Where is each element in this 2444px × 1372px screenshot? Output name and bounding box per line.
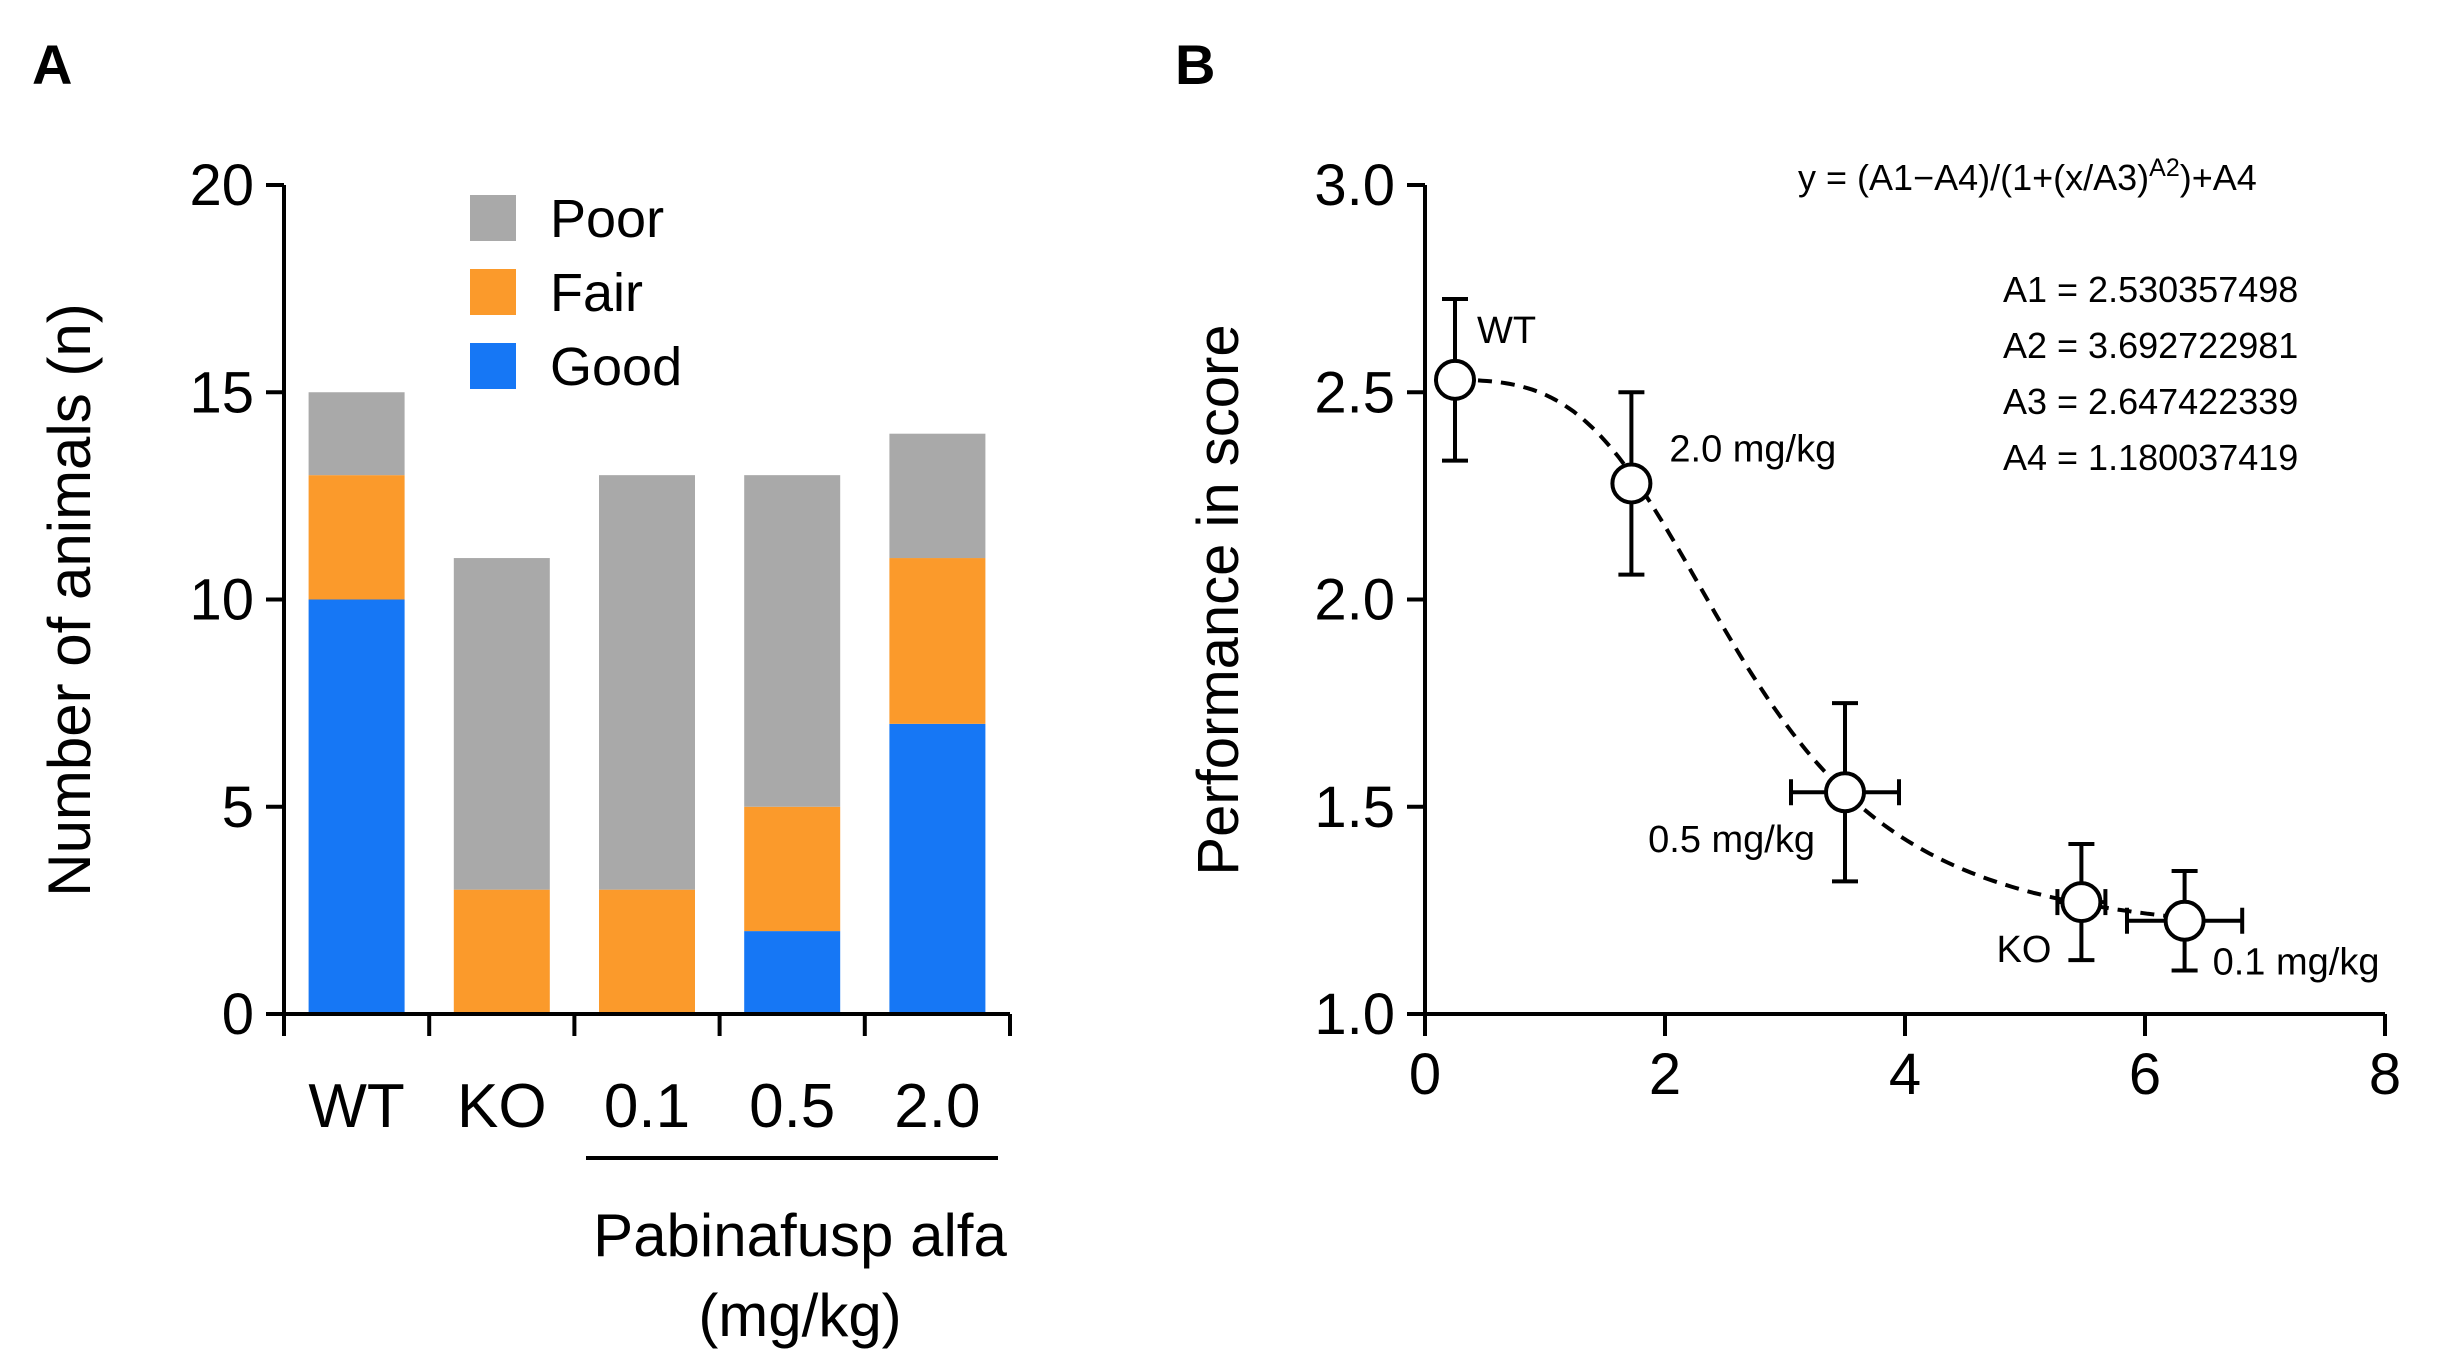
panel-a-x-axis-units: (mg/kg) — [698, 1282, 901, 1349]
panel-b-y-tick-label: 2.0 — [1314, 568, 1395, 633]
panel-a-x-axis-label: Pabinafusp alfa — [593, 1202, 1007, 1269]
bar-segment-good — [744, 931, 841, 1014]
panel-b-y-axis-label: Performance in score — [1186, 324, 1251, 875]
legend-label-fair: Fair — [550, 263, 643, 323]
bar-segment-good — [308, 599, 405, 1014]
bar-segment-poor — [889, 433, 986, 559]
data-point-label: KO — [1996, 929, 2051, 971]
panel-a-category-label: KO — [457, 1072, 547, 1141]
panel-a-bars — [308, 392, 986, 1014]
data-point-group: 2.0 mg/kg — [1610, 390, 1836, 577]
data-point-marker — [2060, 881, 2103, 924]
panel-a-y-tick-label: 20 — [189, 153, 254, 218]
panel-a-x-ticks: WT KO 0.1 0.5 2.0 — [282, 1014, 1012, 1141]
bar-segment-fair — [453, 889, 550, 1014]
data-point-marker — [2163, 899, 2206, 942]
fit-equation-prefix: y = (A1−A4)/(1+(x/A3) — [1798, 157, 2149, 198]
data-point-label: 2.0 mg/kg — [1669, 428, 1836, 470]
legend-label-good: Good — [550, 337, 682, 397]
fit-equation-suffix: )+A4 — [2180, 157, 2257, 198]
fit-param-a1: A1 = 2.530357498 — [2003, 269, 2298, 310]
panel-a-y-tick-label: 10 — [189, 568, 254, 633]
legend-label-poor: Poor — [550, 189, 664, 249]
legend-swatch-fair — [470, 269, 516, 315]
panel-a-y-ticks: 0 5 10 15 20 — [189, 153, 284, 1047]
panel-a-y-axis-label: Number of animals (n) — [36, 303, 103, 897]
panel-b-x-tick-label: 8 — [2369, 1042, 2401, 1107]
panel-a-category-label: 0.5 — [749, 1072, 835, 1141]
fit-param-a4: A4 = 1.180037419 — [2003, 437, 2298, 478]
panel-b-x-tick-label: 2 — [1649, 1042, 1681, 1107]
bar-segment-poor — [744, 475, 841, 807]
legend-swatch-good — [470, 343, 516, 389]
data-point-marker — [1610, 462, 1653, 505]
data-point-label: 0.5 mg/kg — [1648, 819, 1815, 861]
data-point-marker — [1824, 771, 1866, 814]
data-point-group: KO — [1996, 842, 2108, 971]
panel-b-dose-response-plot: B 1.0 1.5 2.0 2.5 3.0 0 2 4 6 8 Performance in s… — [1175, 33, 2401, 1107]
panel-a-category-label: 2.0 — [894, 1072, 980, 1141]
bar-segment-fair — [308, 475, 405, 600]
data-point-group: WT — [1434, 296, 1536, 463]
fit-param-a2: A2 = 3.692722981 — [2003, 325, 2298, 366]
panel-b-x-tick-label: 0 — [1409, 1042, 1441, 1107]
bar-segment-fair — [744, 806, 841, 932]
panel-a-y-tick-label: 5 — [222, 775, 254, 840]
legend-swatch-poor — [470, 195, 516, 241]
panel-a-category-label: 0.1 — [604, 1072, 690, 1141]
panel-b-y-ticks: 1.0 1.5 2.0 2.5 3.0 — [1314, 153, 1425, 1047]
panel-b-data-points: WT 2.0 mg/kg 0.5 mg/kg KO 0.1 mg/kg — [1434, 296, 2380, 984]
bar-segment-poor — [308, 392, 405, 476]
fit-param-a3: A3 = 2.647422339 — [2003, 381, 2298, 422]
bar-segment-poor — [599, 475, 695, 890]
data-point-group: 0.1 mg/kg — [2125, 868, 2380, 984]
data-point-label: WT — [1477, 310, 1536, 352]
bar-segment-good — [889, 723, 986, 1014]
panel-b-x-tick-label: 6 — [2129, 1042, 2161, 1107]
panel-a-letter: A — [32, 33, 72, 96]
panel-b-y-tick-label: 2.5 — [1314, 360, 1395, 425]
bar-segment-fair — [599, 889, 695, 1014]
panel-b-x-tick-label: 4 — [1889, 1042, 1921, 1107]
panel-a-category-label: WT — [308, 1072, 404, 1141]
data-point-label: 0.1 mg/kg — [2213, 942, 2380, 984]
panel-b-x-ticks: 0 2 4 6 8 — [1409, 1014, 2401, 1107]
panel-a-legend: Poor Fair Good — [470, 189, 682, 397]
panel-b-y-tick-label: 1.0 — [1314, 982, 1395, 1047]
bar-segment-fair — [889, 558, 986, 724]
panel-b-y-tick-label: 3.0 — [1314, 153, 1395, 218]
data-point-marker — [1434, 358, 1476, 401]
panel-a-y-tick-label: 15 — [189, 360, 254, 425]
panel-b-letter: B — [1175, 33, 1215, 96]
fit-equation: y = (A1−A4)/(1+(x/A3)A2)+A4 — [1798, 154, 2257, 198]
panel-a-stacked-bar-chart: A 0 5 10 15 20 WT KO 0.1 0.5 2.0 Number of anima… — [32, 33, 1012, 1349]
bar-segment-poor — [453, 558, 550, 890]
panel-b-y-tick-label: 1.5 — [1314, 775, 1395, 840]
fit-equation-exponent: A2 — [2149, 154, 2180, 182]
data-point-group: 0.5 mg/kg — [1648, 701, 1901, 884]
panel-a-y-tick-label: 0 — [222, 982, 254, 1047]
